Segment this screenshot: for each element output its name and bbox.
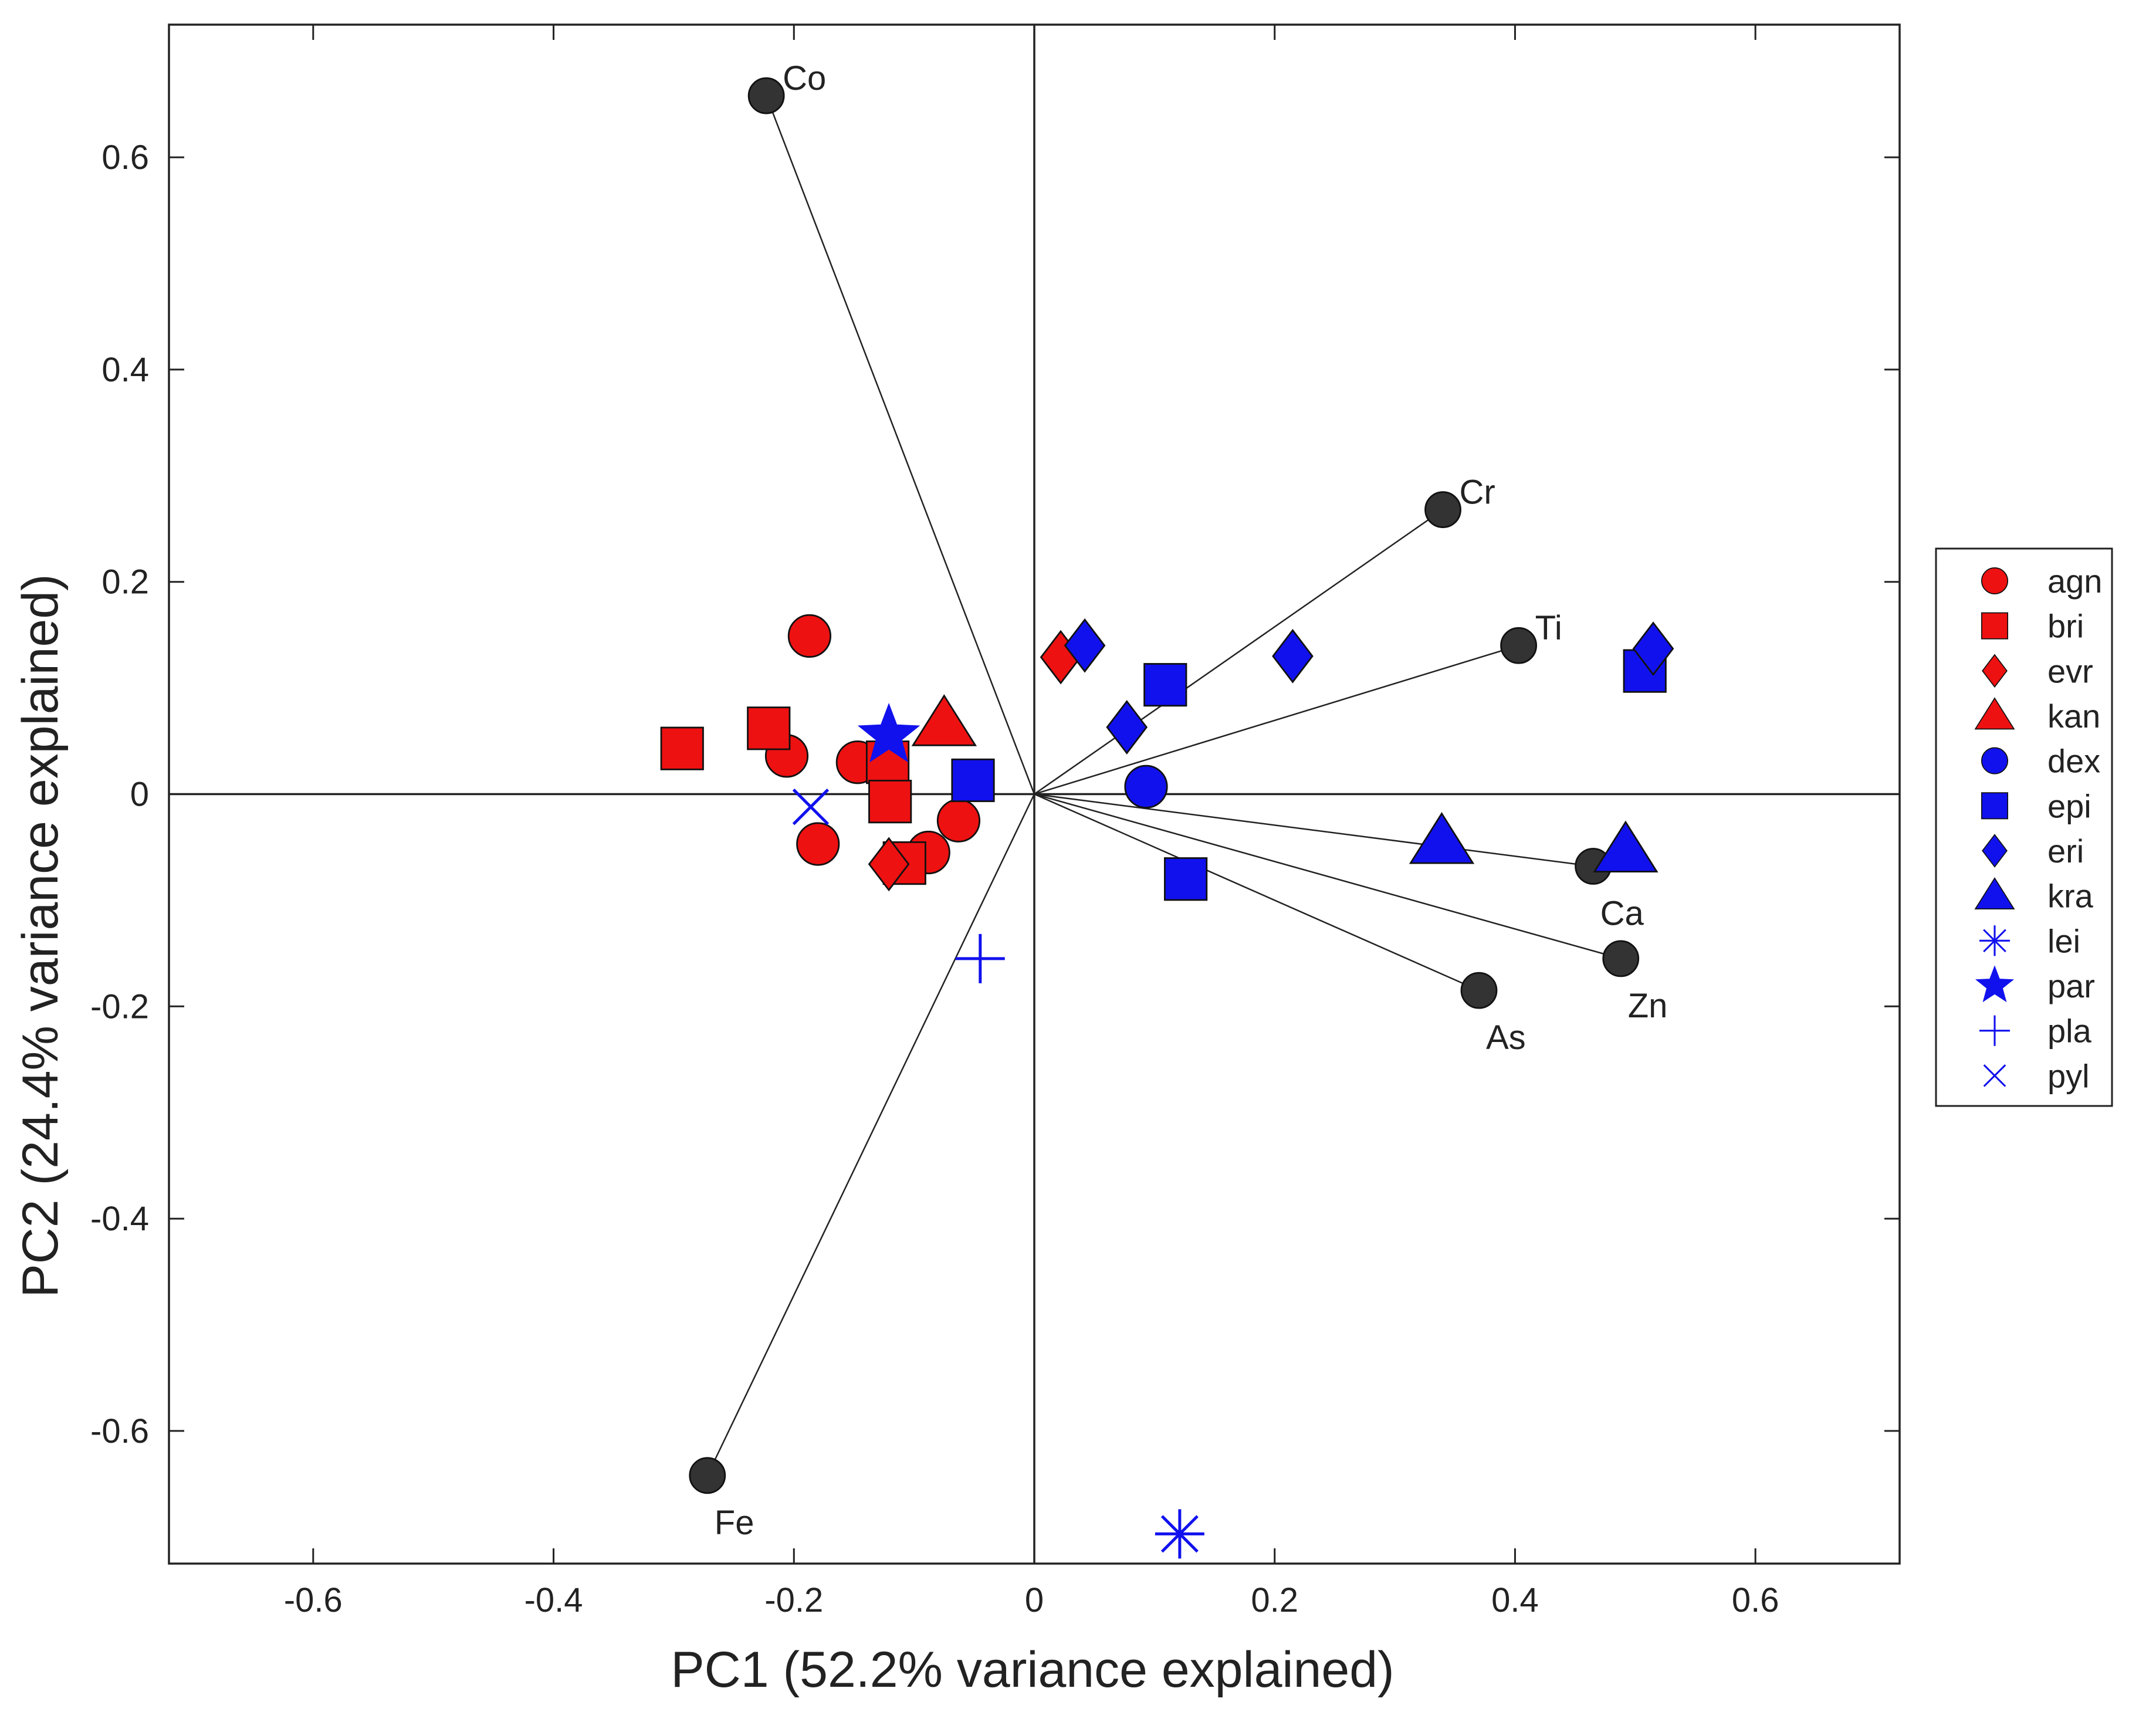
legend-marker-kra [1974, 877, 2015, 909]
point-bri [747, 706, 791, 750]
loading-point-cr [1424, 491, 1461, 529]
legend-marker-lei [1979, 925, 2011, 956]
legend-marker-par [1975, 965, 2015, 1003]
legend: agn bri evr kan dex epi eri kra lei par pla pyl [1935, 547, 2113, 1107]
loading-label-co: Co [783, 59, 826, 97]
x-tick-label: 0.6 [1732, 1581, 1779, 1619]
legend-box [1935, 547, 2113, 1107]
legend-marker-bri [1981, 612, 2009, 640]
loading-label-fe: Fe [715, 1504, 754, 1542]
loading-vector-zn [1034, 793, 1622, 960]
loading-vector-cr [1034, 509, 1444, 795]
point-eri [1632, 621, 1674, 676]
legend-label-pla: pla [2047, 1013, 2092, 1050]
y-tick-label: 0.2 [101, 563, 149, 601]
point-epi [1143, 663, 1187, 707]
x-tick-label: 0 [1025, 1581, 1044, 1619]
legend-marker-pyl [1983, 1064, 2006, 1087]
x-tick-label: 0.2 [1251, 1581, 1298, 1619]
point-epi [1164, 857, 1208, 901]
point-par [857, 702, 920, 763]
legend-marker-pla [1979, 1015, 2011, 1046]
point-epi [951, 758, 995, 803]
y-tick-label: 0.6 [101, 138, 149, 177]
point-eri [1272, 628, 1314, 684]
plot-area: -0.6 -0.4 -0.2 0 0.2 0.4 0.6 -0.6 -0.4 -0.2 0 0.2 0.… [90, 23, 1901, 1619]
point-eri [1106, 700, 1148, 755]
x-axis-label: PC1 (52.2% variance explained) [671, 1642, 1394, 1698]
x-tick-label: -0.6 [284, 1581, 343, 1619]
point-agn [796, 822, 840, 866]
point-lei [1155, 1509, 1204, 1559]
legend-label-kra: kra [2047, 878, 2094, 915]
loading-label-zn: Zn [1628, 987, 1668, 1025]
loading-label-cr: Cr [1460, 473, 1495, 512]
point-kan [911, 694, 977, 746]
legend-label-dex: dex [2047, 743, 2100, 780]
point-bri [868, 780, 912, 824]
x-tick-label: -0.2 [764, 1581, 823, 1619]
legend-label-evr: evr [2047, 652, 2093, 689]
point-eri [1064, 618, 1106, 673]
loading-vector-ti [1034, 645, 1519, 795]
point-pla [955, 933, 1005, 983]
loading-point-ti [1500, 627, 1537, 664]
y-tick-label: 0 [130, 776, 149, 814]
loading-point-co [747, 77, 785, 114]
x-tick-label: 0.4 [1491, 1581, 1539, 1619]
y-tick-label: -0.6 [90, 1412, 149, 1450]
loading-vector-ca [1034, 793, 1593, 867]
loading-label-ti: Ti [1535, 609, 1562, 647]
y-axis-label: PC2 (24.4% variance explained) [12, 574, 69, 1297]
y-tick-label: -0.4 [90, 1200, 149, 1238]
legend-marker-kan [1974, 697, 2015, 730]
loading-point-as [1460, 972, 1498, 1009]
legend-marker-eri [1982, 834, 2008, 868]
legend-label-agn: agn [2047, 563, 2102, 600]
point-bri [660, 726, 704, 770]
legend-label-bri: bri [2047, 608, 2084, 645]
point-dex [1124, 764, 1168, 808]
legend-label-epi: epi [2047, 787, 2091, 824]
loading-vector-as [1034, 793, 1480, 992]
loading-label-as: As [1486, 1019, 1526, 1057]
legend-marker-dex [1981, 747, 2009, 774]
loading-vector-fe [706, 793, 1035, 1476]
loading-point-zn [1602, 940, 1640, 977]
loading-vector-co [765, 95, 1035, 794]
y-tick-label: -0.2 [90, 987, 149, 1026]
y-tick-label: 0.4 [101, 351, 149, 389]
point-evr [868, 837, 910, 892]
point-agn [936, 799, 981, 843]
legend-label-pyl: pyl [2047, 1057, 2090, 1094]
legend-marker-evr [1982, 654, 2008, 688]
point-kra [1593, 820, 1659, 873]
legend-marker-epi [1981, 792, 2009, 820]
loading-point-fe [689, 1457, 726, 1494]
point-agn [787, 614, 832, 658]
legend-label-kan: kan [2047, 698, 2100, 735]
legend-label-par: par [2047, 967, 2095, 1004]
point-kra [1409, 811, 1475, 864]
point-pyl [792, 789, 830, 826]
legend-label-eri: eri [2047, 833, 2084, 870]
loading-label-ca: Ca [1600, 895, 1644, 933]
legend-label-lei: lei [2047, 922, 2080, 959]
legend-marker-agn [1981, 567, 2009, 595]
x-tick-label: -0.4 [524, 1581, 583, 1619]
